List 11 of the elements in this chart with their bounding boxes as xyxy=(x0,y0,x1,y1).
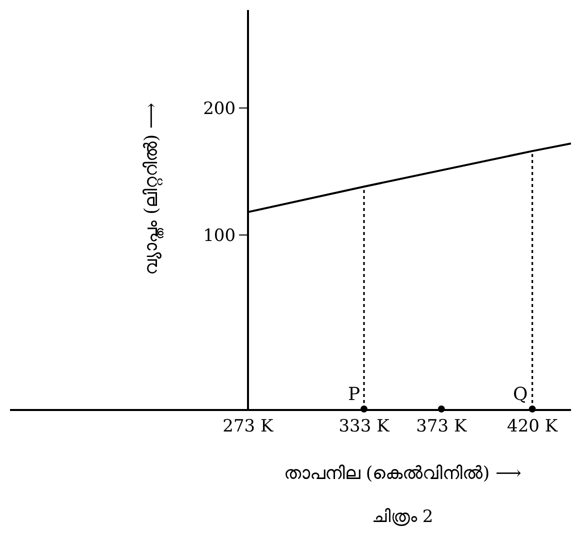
y-axis-title: വ്യാപ്തം (ലിറ്ററിൽ) ⟶ xyxy=(141,102,166,276)
x-tick-label: 333 K xyxy=(338,416,390,436)
annotation: Q xyxy=(513,384,528,405)
x-axis-title: താപനില (കെൽവിനിൽ) ⟶ xyxy=(284,463,522,484)
x-tick-label: 420 K xyxy=(507,416,558,436)
y-tick-label: 100 xyxy=(203,226,236,246)
x-tick-label: 373 K xyxy=(416,416,467,436)
annotation: P xyxy=(348,384,360,405)
x-tick-label: 273 K xyxy=(222,416,274,436)
text: ചിത്രം 2 xyxy=(372,507,434,527)
y-tick-label: 200 xyxy=(203,98,236,119)
